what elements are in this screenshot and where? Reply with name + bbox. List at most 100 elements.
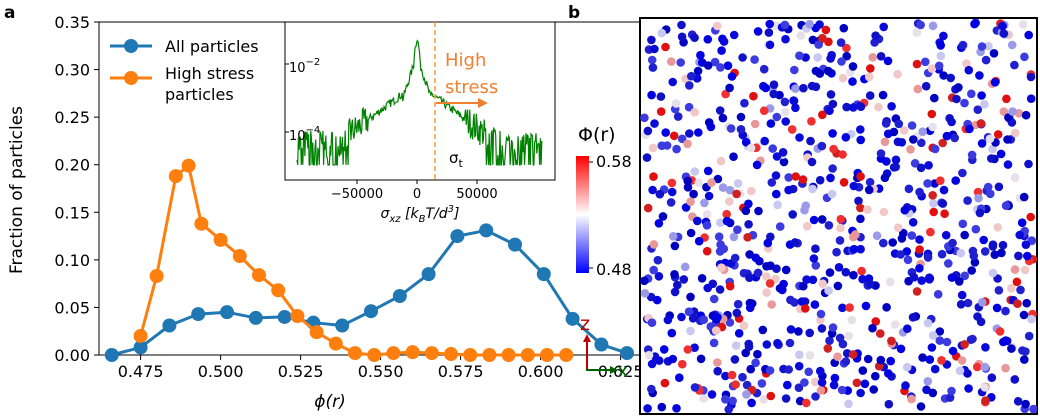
particle (785, 338, 795, 348)
particle (650, 119, 659, 128)
particle (923, 253, 933, 262)
particle (686, 326, 695, 336)
particle (975, 71, 984, 80)
particle (916, 163, 926, 173)
particle (967, 266, 976, 275)
particle (745, 273, 754, 283)
particle (879, 22, 888, 32)
particle (826, 90, 836, 99)
particle (680, 262, 690, 272)
particle (667, 57, 676, 66)
particle (802, 398, 811, 408)
particle (811, 261, 821, 270)
particle (912, 287, 922, 296)
particle (815, 175, 825, 185)
inset-x-axis: −50000 0 50000 (331, 180, 498, 202)
particle (897, 138, 907, 147)
particle (743, 233, 752, 242)
particle (678, 359, 687, 369)
particle (652, 295, 662, 305)
particle (887, 336, 896, 346)
y-tick-label: 0.10 (54, 251, 90, 270)
x-tick-label: 0.575 (438, 362, 484, 381)
particle (939, 31, 948, 41)
particle (813, 53, 822, 62)
particle (769, 80, 779, 89)
particle (653, 255, 663, 265)
particle (1026, 72, 1036, 82)
particle (746, 143, 756, 153)
particle (805, 351, 815, 360)
particle (817, 141, 827, 151)
inset-x-axis-label: σxz [kBT/d3] (381, 204, 460, 225)
x-tick-label: 0.625 (598, 362, 644, 381)
particle (965, 124, 974, 134)
particle (736, 112, 746, 122)
particle (887, 102, 896, 111)
particle (837, 385, 847, 395)
particle (671, 99, 681, 108)
particle (746, 364, 755, 374)
particle (858, 274, 867, 284)
particle (818, 279, 827, 289)
particle (816, 386, 826, 395)
particle (1010, 265, 1020, 274)
data-point-series-1 (424, 346, 439, 361)
particle (690, 167, 700, 176)
particle (1026, 212, 1035, 222)
particle (721, 395, 730, 404)
particle (786, 325, 796, 334)
data-point-series-1 (386, 346, 401, 361)
particle (744, 220, 753, 229)
particle (927, 343, 937, 352)
particle (751, 358, 760, 368)
particle (660, 378, 670, 388)
particle (999, 29, 1009, 38)
particle (729, 232, 739, 242)
data-point-series-0 (536, 267, 551, 282)
particle (784, 365, 793, 374)
data-point-series-1 (290, 308, 305, 323)
particle (654, 272, 664, 281)
particle (1013, 397, 1023, 406)
particle (863, 205, 872, 214)
particle (990, 78, 1000, 87)
particle (669, 131, 679, 141)
particle (988, 268, 998, 278)
particle (765, 366, 775, 375)
particle (841, 357, 851, 366)
particle (971, 224, 981, 234)
particle (719, 37, 729, 46)
particle (909, 273, 919, 282)
particle (1007, 344, 1016, 353)
particle (765, 279, 775, 288)
inset-ytick-label: 10−2 (289, 57, 320, 76)
particle (1010, 375, 1020, 384)
data-point-series-1 (133, 328, 148, 343)
particle (780, 107, 790, 117)
series-line-0 (111, 228, 628, 357)
data-point-series-0 (220, 305, 234, 320)
particle (866, 279, 875, 289)
particle (1024, 30, 1033, 40)
particle (945, 393, 955, 402)
inset-annotation-line1: High (445, 50, 486, 71)
particle (773, 338, 782, 348)
particle (992, 303, 1002, 313)
particle (1002, 94, 1011, 104)
data-point-series-0 (162, 318, 177, 333)
particle (683, 183, 693, 192)
particle (818, 110, 827, 120)
particle (768, 144, 777, 153)
particle (978, 298, 987, 307)
particle (656, 92, 666, 101)
particle (1016, 285, 1025, 295)
particle (874, 102, 883, 112)
particle (647, 35, 656, 45)
particle (981, 396, 990, 405)
particle (764, 28, 774, 37)
particle (860, 379, 870, 389)
inset-threshold-label: σt (449, 149, 464, 170)
data-point-series-1 (559, 348, 574, 362)
particle (977, 91, 986, 100)
